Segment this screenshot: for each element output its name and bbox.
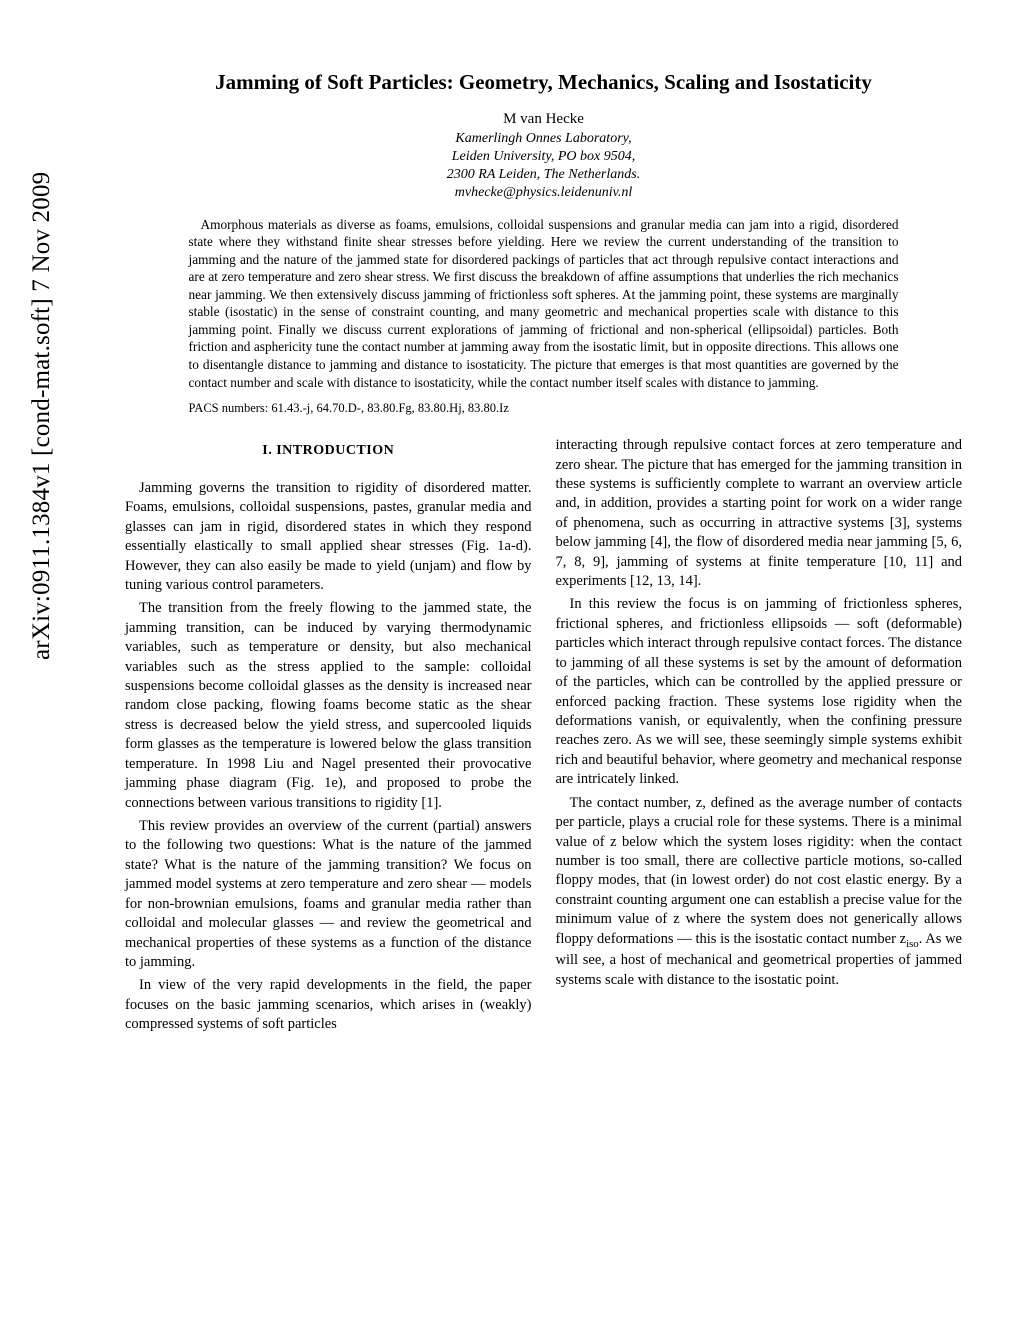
affil-line: 2300 RA Leiden, The Netherlands. [125,166,962,184]
body-paragraph: In view of the very rapid developments i… [125,976,532,1034]
body-paragraph: In this review the focus is on jamming o… [556,595,963,789]
affil-line: Leiden University, PO box 9504, [125,148,962,166]
author-name: M van Hecke [125,111,962,128]
body-paragraph: This review provides an overview of the … [125,817,532,972]
abstract-text: Amorphous materials as diverse as foams,… [189,216,899,391]
affil-line: Kamerlingh Onnes Laboratory, [125,130,962,148]
page-content: Jamming of Soft Particles: Geometry, Mec… [125,0,962,1039]
paper-title: Jamming of Soft Particles: Geometry, Mec… [125,70,962,95]
affil-email: mvhecke@physics.leidenuniv.nl [125,184,962,202]
body-paragraph: Jamming governs the transition to rigidi… [125,479,532,596]
right-column: interacting through repulsive contact fo… [556,436,963,1039]
body-paragraph: interacting through repulsive contact fo… [556,436,963,591]
pacs-numbers: PACS numbers: 61.43.-j, 64.70.D-, 83.80.… [189,401,899,416]
body-paragraph: The contact number, z, defined as the av… [556,794,963,990]
subscript-iso: iso [906,938,919,950]
body-paragraph: The transition from the freely flowing t… [125,599,532,813]
affiliation-block: Kamerlingh Onnes Laboratory, Leiden Univ… [125,130,962,202]
left-column: I. INTRODUCTION Jamming governs the tran… [125,436,532,1039]
section-heading-introduction: I. INTRODUCTION [125,442,532,461]
body-text-run: The contact number, z, defined as the av… [556,795,963,947]
arxiv-identifier: arXiv:0911.1384v1 [cond-mat.soft] 7 Nov … [28,172,56,660]
two-column-body: I. INTRODUCTION Jamming governs the tran… [125,436,962,1039]
